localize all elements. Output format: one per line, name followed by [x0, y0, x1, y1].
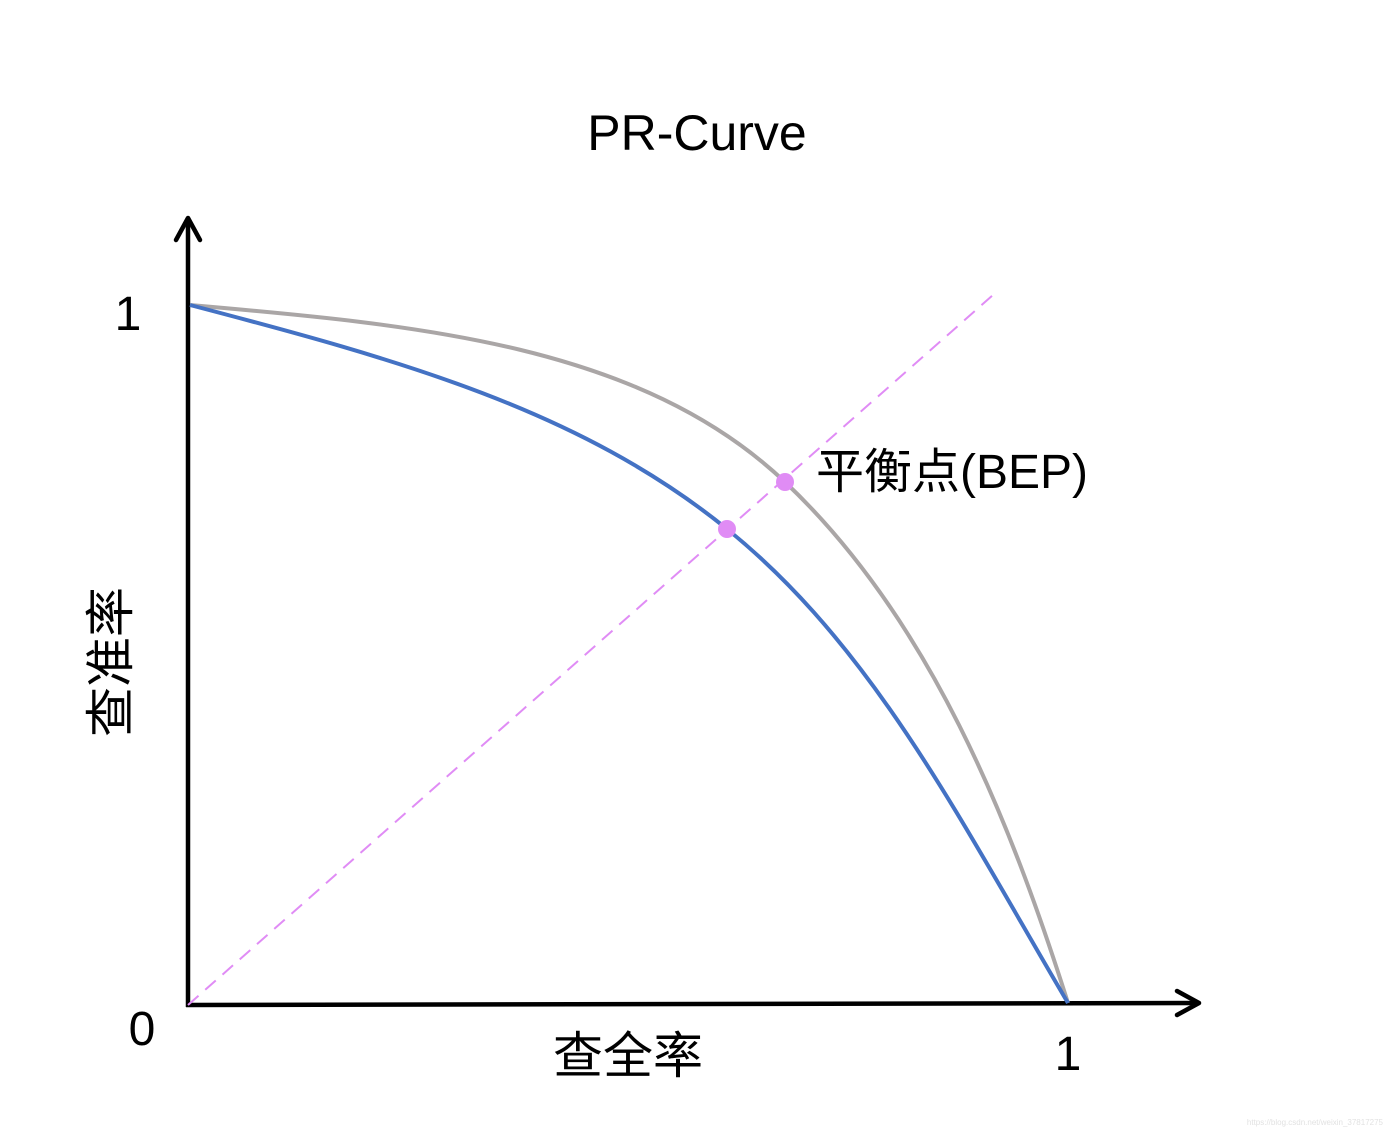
outer-pr-curve	[189, 303, 1070, 1004]
chart-title: PR-Curve	[587, 105, 806, 161]
x-axis-label: 查全率	[553, 1027, 703, 1085]
inner-pr-curve	[189, 303, 1070, 1005]
bep-point-outer	[776, 473, 794, 491]
x-axis-arrow-icon	[1174, 988, 1202, 1018]
x-axis	[185, 988, 1202, 1018]
x-tick-1: 1	[1055, 1028, 1082, 1081]
bep-annotation: 平衡点(BEP)	[816, 446, 1088, 499]
y-axis-label: 查准率	[82, 587, 140, 737]
origin-tick-0: 0	[129, 1003, 156, 1056]
y-tick-1: 1	[115, 288, 142, 341]
watermark: https://blog.csdn.net/weixin_37817275	[1247, 1118, 1384, 1127]
y-axis-arrow-icon	[173, 215, 203, 243]
diagonal-line	[187, 294, 994, 1006]
y-axis	[173, 215, 203, 1007]
bep-point-inner	[718, 520, 736, 538]
